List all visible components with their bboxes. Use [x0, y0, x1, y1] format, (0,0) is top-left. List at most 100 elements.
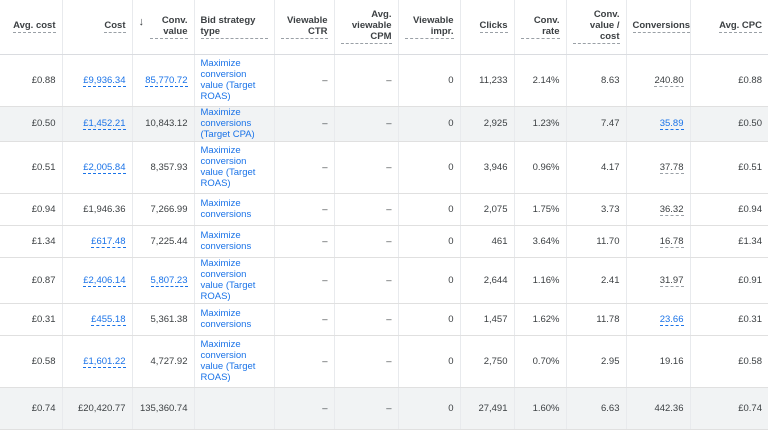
- cell-avg-cost: £0.58: [0, 335, 63, 388]
- header-conversions[interactable]: Conversions: [626, 0, 691, 55]
- cell-bid-strategy[interactable]: Maximize conversion value (Target ROAS): [194, 141, 275, 194]
- sort-descending-icon[interactable]: ↓: [138, 15, 145, 28]
- cell-viewable-ctr: –: [274, 303, 335, 336]
- cell-conv-rate: 1.16%: [514, 257, 567, 304]
- cell-viewable-impr: 0: [398, 141, 461, 194]
- cell-conv-value-cost: 8.63: [566, 54, 627, 107]
- cell-conv-value[interactable]: 5,807.23: [132, 257, 195, 304]
- cell-conv-value: 5,361.38: [132, 303, 195, 336]
- header-conv-value-cost[interactable]: Conv. value / cost: [566, 0, 627, 55]
- cell-avg-cost: £0.87: [0, 257, 63, 304]
- total-conv-value: 135,360.74: [132, 387, 195, 430]
- cell-conversions: 19.16: [626, 335, 691, 388]
- header-clicks[interactable]: Clicks: [460, 0, 515, 55]
- cell-avg-cpc: £0.94: [690, 193, 768, 226]
- table-row: £1.34 £617.48 7,225.44 Maximize conversi…: [0, 225, 768, 258]
- total-clicks: 27,491: [460, 387, 515, 430]
- cell-bid-strategy[interactable]: Maximize conversions: [194, 193, 275, 226]
- cell-clicks: 2,075: [460, 193, 515, 226]
- cell-avg-cpc: £0.91: [690, 257, 768, 304]
- cell-bid-strategy[interactable]: Maximize conversion value (Target ROAS): [194, 257, 275, 304]
- cell-conv-value-cost: 11.70: [566, 225, 627, 258]
- table-row: £0.87 £2,406.14 5,807.23 Maximize conver…: [0, 257, 768, 304]
- header-conv-value[interactable]: ↓ Conv. value: [132, 0, 195, 55]
- cell-conversions: 37.78: [626, 141, 691, 194]
- cell-conv-value: 7,225.44: [132, 225, 195, 258]
- header-avg-cost[interactable]: Avg. cost: [0, 0, 63, 55]
- header-viewable-ctr[interactable]: Viewable CTR: [274, 0, 335, 55]
- cell-viewable-ctr: –: [274, 193, 335, 226]
- cell-avg-cost: £0.88: [0, 54, 63, 107]
- cell-avg-cpc: £0.50: [690, 106, 768, 142]
- cell-avg-viewable-cpm: –: [334, 193, 399, 226]
- total-row: £0.74 £20,420.77 135,360.74 – – 0 27,491…: [0, 387, 768, 430]
- cell-cost[interactable]: £1,601.22: [62, 335, 133, 388]
- cell-clicks: 1,457: [460, 303, 515, 336]
- cell-cost[interactable]: £617.48: [62, 225, 133, 258]
- cell-conv-value: 4,727.92: [132, 335, 195, 388]
- cell-bid-strategy[interactable]: Maximize conversions: [194, 225, 275, 258]
- cell-viewable-impr: 0: [398, 303, 461, 336]
- header-cost[interactable]: Cost: [62, 0, 133, 55]
- cell-cost[interactable]: £9,936.34: [62, 54, 133, 107]
- cell-conv-value[interactable]: 85,770.72: [132, 54, 195, 107]
- cell-viewable-ctr: –: [274, 54, 335, 107]
- cell-avg-cpc: £0.31: [690, 303, 768, 336]
- cell-viewable-impr: 0: [398, 193, 461, 226]
- header-bid-strategy[interactable]: Bid strategy type: [194, 0, 275, 55]
- total-avg-cpc: £0.74: [690, 387, 768, 430]
- cell-avg-viewable-cpm: –: [334, 106, 399, 142]
- cell-avg-cost: £0.50: [0, 106, 63, 142]
- cell-conv-value-cost: 2.41: [566, 257, 627, 304]
- cell-conversions[interactable]: 35.89: [626, 106, 691, 142]
- cell-conv-value-cost: 3.73: [566, 193, 627, 226]
- cell-viewable-ctr: –: [274, 225, 335, 258]
- cell-avg-cpc: £0.88: [690, 54, 768, 107]
- cell-avg-cost: £1.34: [0, 225, 63, 258]
- cell-viewable-impr: 0: [398, 225, 461, 258]
- cell-conv-rate: 1.23%: [514, 106, 567, 142]
- cell-clicks: 461: [460, 225, 515, 258]
- cell-conv-value: 7,266.99: [132, 193, 195, 226]
- cell-conv-rate: 1.62%: [514, 303, 567, 336]
- cell-cost[interactable]: £455.18: [62, 303, 133, 336]
- cell-conv-rate: 0.96%: [514, 141, 567, 194]
- cell-conversions: 31.97: [626, 257, 691, 304]
- cell-viewable-ctr: –: [274, 335, 335, 388]
- cell-cost[interactable]: £2,406.14: [62, 257, 133, 304]
- cell-clicks: 2,925: [460, 106, 515, 142]
- cell-cost[interactable]: £1,452.21: [62, 106, 133, 142]
- cell-avg-cpc: £0.51: [690, 141, 768, 194]
- cell-conv-rate: 2.14%: [514, 54, 567, 107]
- total-conv-value-cost: 6.63: [566, 387, 627, 430]
- cell-bid-strategy[interactable]: Maximize conversion value (Target ROAS): [194, 335, 275, 388]
- cell-conv-value-cost: 11.78: [566, 303, 627, 336]
- cell-bid-strategy[interactable]: Maximize conversions (Target CPA): [194, 106, 275, 142]
- cell-bid-strategy[interactable]: Maximize conversion value (Target ROAS): [194, 54, 275, 107]
- cell-cost: £1,946.36: [62, 193, 133, 226]
- cell-conv-rate: 3.64%: [514, 225, 567, 258]
- cell-clicks: 2,644: [460, 257, 515, 304]
- cell-conversions: 16.78: [626, 225, 691, 258]
- cell-conversions[interactable]: 23.66: [626, 303, 691, 336]
- total-conversions: 442.36: [626, 387, 691, 430]
- cell-avg-viewable-cpm: –: [334, 225, 399, 258]
- total-avg-viewable-cpm: –: [334, 387, 399, 430]
- cell-viewable-impr: 0: [398, 335, 461, 388]
- header-conv-rate[interactable]: Conv. rate: [514, 0, 567, 55]
- cell-cost[interactable]: £2,005.84: [62, 141, 133, 194]
- table-row: £0.31 £455.18 5,361.38 Maximize conversi…: [0, 303, 768, 336]
- table-row: £0.94 £1,946.36 7,266.99 Maximize conver…: [0, 193, 768, 226]
- table-row: £0.58 £1,601.22 4,727.92 Maximize conver…: [0, 335, 768, 388]
- total-conv-rate: 1.60%: [514, 387, 567, 430]
- cell-viewable-ctr: –: [274, 106, 335, 142]
- header-avg-cpc[interactable]: Avg. CPC: [690, 0, 768, 55]
- cell-avg-cpc: £1.34: [690, 225, 768, 258]
- cell-conversions: 36.32: [626, 193, 691, 226]
- cell-conv-value: 10,843.12: [132, 106, 195, 142]
- cell-conv-value-cost: 4.17: [566, 141, 627, 194]
- header-viewable-impr[interactable]: Viewable impr.: [398, 0, 461, 55]
- cell-avg-cost: £0.51: [0, 141, 63, 194]
- header-avg-viewable-cpm[interactable]: Avg. viewable CPM: [334, 0, 399, 55]
- cell-bid-strategy[interactable]: Maximize conversions: [194, 303, 275, 336]
